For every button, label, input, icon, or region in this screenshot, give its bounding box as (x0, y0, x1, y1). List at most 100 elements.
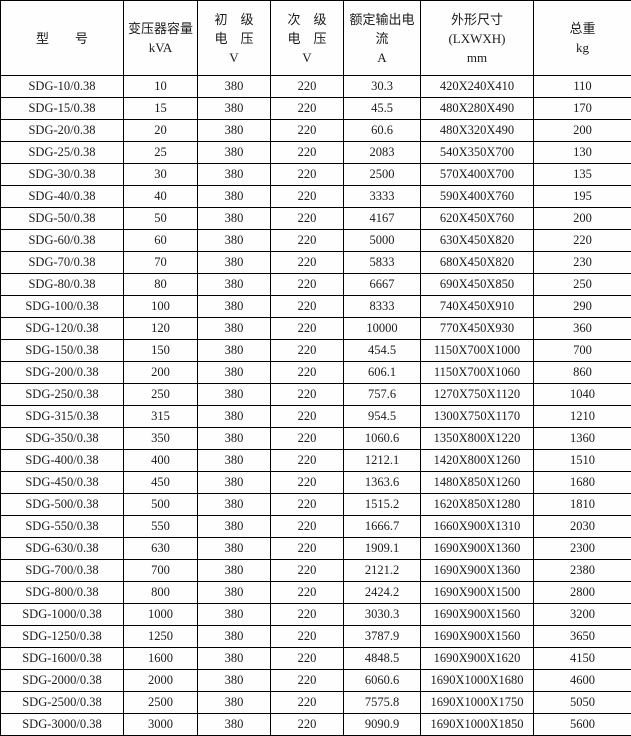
cell-primary-voltage: 380 (198, 626, 271, 648)
cell-model: SDG-25/0.38 (1, 142, 124, 164)
cell-capacity: 350 (124, 428, 198, 450)
cell-primary-voltage: 380 (198, 230, 271, 252)
header-line: 变压器容量 (124, 19, 197, 38)
cell-capacity: 10 (124, 76, 198, 98)
cell-primary-voltage: 380 (198, 340, 271, 362)
cell-primary-voltage: 380 (198, 450, 271, 472)
cell-capacity: 2500 (124, 692, 198, 714)
cell-primary-voltage: 380 (198, 494, 271, 516)
cell-capacity: 630 (124, 538, 198, 560)
cell-weight: 4150 (534, 648, 631, 670)
cell-dimensions: 570X400X700 (421, 164, 534, 186)
cell-weight: 700 (534, 340, 631, 362)
cell-dimensions: 1300X750X1170 (421, 406, 534, 428)
cell-rated-current: 6060.6 (344, 670, 421, 692)
cell-secondary-voltage: 220 (271, 494, 344, 516)
cell-dimensions: 1690X900X1360 (421, 560, 534, 582)
header-line: 次 级 (271, 10, 343, 29)
cell-primary-voltage: 380 (198, 692, 271, 714)
cell-capacity: 1000 (124, 604, 198, 626)
cell-dimensions: 1690X900X1560 (421, 604, 534, 626)
cell-capacity: 1250 (124, 626, 198, 648)
cell-model: SDG-2000/0.38 (1, 670, 124, 692)
cell-model: SDG-150/0.38 (1, 340, 124, 362)
cell-primary-voltage: 380 (198, 362, 271, 384)
cell-secondary-voltage: 220 (271, 164, 344, 186)
cell-capacity: 50 (124, 208, 198, 230)
cell-capacity: 15 (124, 98, 198, 120)
cell-model: SDG-60/0.38 (1, 230, 124, 252)
cell-model: SDG-2500/0.38 (1, 692, 124, 714)
cell-weight: 2300 (534, 538, 631, 560)
cell-rated-current: 3787.9 (344, 626, 421, 648)
cell-secondary-voltage: 220 (271, 186, 344, 208)
cell-secondary-voltage: 220 (271, 252, 344, 274)
cell-capacity: 150 (124, 340, 198, 362)
cell-model: SDG-550/0.38 (1, 516, 124, 538)
cell-dimensions: 480X320X490 (421, 120, 534, 142)
cell-rated-current: 1363.6 (344, 472, 421, 494)
cell-primary-voltage: 380 (198, 560, 271, 582)
cell-model: SDG-1000/0.38 (1, 604, 124, 626)
cell-rated-current: 45.5 (344, 98, 421, 120)
cell-capacity: 120 (124, 318, 198, 340)
cell-capacity: 1600 (124, 648, 198, 670)
header-line: 额定输出电 (344, 10, 420, 29)
header-line: kVA (124, 38, 197, 57)
cell-rated-current: 9090.9 (344, 714, 421, 736)
cell-primary-voltage: 380 (198, 428, 271, 450)
cell-secondary-voltage: 220 (271, 142, 344, 164)
cell-primary-voltage: 380 (198, 164, 271, 186)
header-line: 总重 (534, 19, 631, 38)
cell-dimensions: 420X240X410 (421, 76, 534, 98)
cell-capacity: 60 (124, 230, 198, 252)
cell-weight: 1040 (534, 384, 631, 406)
cell-rated-current: 606.1 (344, 362, 421, 384)
cell-model: SDG-15/0.38 (1, 98, 124, 120)
cell-secondary-voltage: 220 (271, 296, 344, 318)
cell-weight: 250 (534, 274, 631, 296)
cell-primary-voltage: 380 (198, 142, 271, 164)
cell-secondary-voltage: 220 (271, 120, 344, 142)
cell-dimensions: 1350X800X1220 (421, 428, 534, 450)
cell-secondary-voltage: 220 (271, 450, 344, 472)
cell-weight: 360 (534, 318, 631, 340)
cell-dimensions: 590X400X760 (421, 186, 534, 208)
cell-rated-current: 4848.5 (344, 648, 421, 670)
cell-model: SDG-400/0.38 (1, 450, 124, 472)
cell-capacity: 550 (124, 516, 198, 538)
cell-rated-current: 7575.8 (344, 692, 421, 714)
cell-rated-current: 3333 (344, 186, 421, 208)
cell-secondary-voltage: 220 (271, 604, 344, 626)
header-line: A (344, 48, 420, 67)
cell-rated-current: 10000 (344, 318, 421, 340)
cell-rated-current: 30.3 (344, 76, 421, 98)
cell-primary-voltage: 380 (198, 516, 271, 538)
cell-rated-current: 60.6 (344, 120, 421, 142)
cell-secondary-voltage: 220 (271, 516, 344, 538)
cell-weight: 5600 (534, 714, 631, 736)
cell-capacity: 3000 (124, 714, 198, 736)
cell-model: SDG-200/0.38 (1, 362, 124, 384)
header-line: 外形尺寸 (421, 10, 533, 29)
cell-rated-current: 454.5 (344, 340, 421, 362)
cell-primary-voltage: 380 (198, 406, 271, 428)
header-line: 流 (344, 29, 420, 48)
cell-dimensions: 680X450X820 (421, 252, 534, 274)
cell-dimensions: 1660X900X1310 (421, 516, 534, 538)
cell-rated-current: 1060.6 (344, 428, 421, 450)
